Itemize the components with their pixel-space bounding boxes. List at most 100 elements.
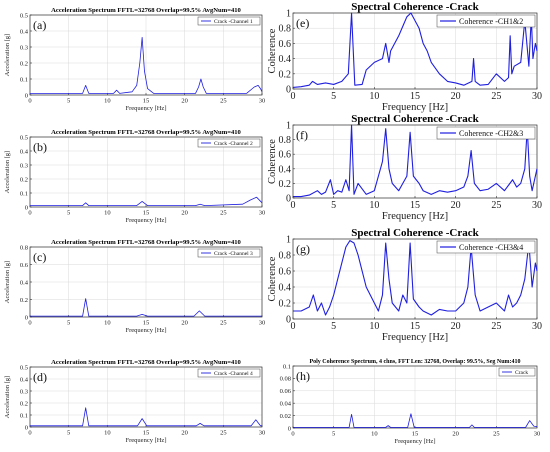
x-tick-label: 10	[104, 98, 111, 105]
y-tick-label: 0.5	[20, 134, 28, 141]
x-tick-label: 10	[369, 321, 379, 332]
legend: Coherence -CH2&3	[436, 126, 536, 140]
legend-label: Crack	[515, 370, 528, 376]
series-line	[30, 298, 262, 317]
x-tick-label: 5	[332, 431, 335, 438]
x-tick-label: 10	[369, 91, 379, 102]
legend-box	[436, 14, 536, 28]
x-tick-label: 30	[259, 210, 266, 217]
y-tick-label: 0.06	[280, 388, 292, 395]
x-tick-label: 25	[220, 320, 227, 327]
x-axis-label: Frequency [Hz]	[126, 217, 167, 224]
legend-box	[197, 368, 261, 378]
x-tick-label: 15	[143, 430, 150, 437]
x-tick-label: 30	[532, 200, 542, 211]
x-axis-label: Frequency [Hz]	[382, 332, 448, 343]
y-tick-label: 1	[286, 121, 291, 132]
y-tick-label: 0.1	[20, 76, 28, 83]
legend-box	[197, 248, 261, 258]
y-tick-label: 0.02	[280, 413, 291, 420]
y-tick-label: 0.1	[283, 363, 291, 370]
x-tick-label: 30	[532, 91, 542, 102]
x-tick-label: 15	[410, 200, 420, 211]
y-tick-label: 0.4	[20, 279, 29, 286]
legend-label: Crack -Channel 3	[214, 251, 253, 257]
y-tick-label: 0	[286, 315, 291, 326]
y-tick-label: 0.4	[20, 148, 29, 155]
series-line	[30, 37, 263, 94]
y-tick-label: 0.1	[20, 190, 28, 197]
chart-panel-1: 0 5 10 15 20 25 30 0 0.1 0.2 0.3 0.4 0.5 Frequency [H…	[4, 129, 265, 224]
chart-title: Acceleration Spectrum FFTL=32768 Overlap…	[51, 129, 241, 136]
x-axis-label: Frequency [Hz]	[382, 102, 448, 113]
x-tick-label: 20	[181, 430, 188, 437]
x-tick-label: 0	[28, 210, 31, 217]
legend: Coherence -CH3&4	[436, 240, 536, 254]
y-axis-label: Acceleration [g]	[4, 34, 11, 76]
y-tick-label: 0.8	[279, 24, 292, 35]
y-tick-label: 0.3	[20, 44, 28, 51]
chart-panel-6: 0 5 10 15 20 25 30 0 0.2 0.4 0.6 0.8 1 Frequency [Hz]…	[267, 227, 542, 343]
y-axis-label: Acceleration [g]	[4, 376, 11, 418]
y-tick-label: 0	[25, 424, 28, 431]
legend: Crack -Channel 2	[197, 138, 261, 148]
y-tick-label: 0.3	[20, 388, 28, 395]
x-tick-label: 20	[181, 320, 188, 327]
x-tick-label: 0	[291, 431, 294, 438]
y-tick-label: 0	[288, 425, 291, 432]
y-tick-label: 0.3	[20, 162, 28, 169]
y-tick-label: 0.04	[280, 401, 292, 408]
y-tick-label: 0	[25, 92, 28, 99]
y-tick-label: 0	[286, 85, 291, 96]
x-tick-label: 15	[412, 431, 419, 438]
x-tick-label: 15	[410, 321, 420, 332]
legend-label: Crack -Channel 4	[214, 371, 253, 377]
chart-title: Acceleration Spectrum FFTL=32768 Overlap…	[51, 359, 241, 366]
legend-label: Coherence -CH3&4	[459, 243, 523, 252]
panel-label: (d)	[33, 370, 47, 384]
series-line	[293, 124, 538, 198]
y-tick-label: 0	[25, 204, 28, 211]
x-tick-label: 15	[143, 210, 150, 217]
x-tick-label: 25	[220, 430, 227, 437]
y-tick-label: 0.4	[20, 376, 29, 383]
x-tick-label: 0	[28, 320, 31, 327]
y-tick-label: 0	[25, 314, 28, 321]
x-tick-label: 15	[143, 98, 150, 105]
panel-label: (e)	[296, 16, 309, 30]
legend-label: Crack -Channel 1	[214, 19, 253, 25]
y-tick-label: 0.4	[20, 28, 29, 35]
y-tick-label: 0.2	[279, 299, 292, 310]
series-line	[30, 196, 263, 207]
y-tick-label: 0.5	[20, 364, 28, 371]
x-tick-label: 0	[28, 98, 31, 105]
y-tick-label: 0.4	[279, 54, 292, 65]
chart-title: Spectral Coherence -Crack	[351, 113, 479, 125]
x-tick-label: 30	[534, 431, 541, 438]
x-axis-label: Frequency [Hz]	[395, 438, 436, 445]
legend: Crack	[498, 367, 536, 377]
y-axis-label: Coherence	[267, 256, 278, 301]
legend: Coherence -CH1&2	[436, 14, 536, 28]
chart-title: Acceleration Spectrum FFTL=32768 Overlap…	[51, 7, 241, 14]
y-tick-label: 0.8	[279, 251, 292, 262]
y-tick-label: 0.6	[279, 150, 292, 161]
chart-panel-4: 0 5 10 15 20 25 30 0 0.2 0.4 0.6 0.8 1 Frequency [Hz]…	[267, 1, 542, 113]
x-tick-label: 10	[369, 200, 379, 211]
x-tick-label: 25	[220, 210, 227, 217]
x-axis-label: Frequency [Hz]	[126, 105, 167, 112]
y-tick-label: 0.2	[279, 179, 292, 190]
y-axis-label: Coherence	[267, 28, 278, 73]
panel-label: (a)	[33, 18, 46, 32]
chart-title: Spectral Coherence -Crack	[351, 1, 479, 13]
y-tick-label: 0	[286, 194, 291, 205]
y-tick-label: 0.5	[20, 12, 28, 19]
x-tick-label: 15	[410, 91, 420, 102]
x-tick-label: 5	[67, 430, 70, 437]
y-axis-label: Acceleration [g]	[4, 261, 11, 303]
panel-label: (c)	[33, 250, 46, 264]
x-tick-label: 5	[331, 321, 336, 332]
y-tick-label: 0.2	[20, 60, 28, 67]
y-tick-label: 1	[286, 235, 291, 246]
x-axis-label: Frequency [Hz]	[126, 327, 167, 334]
